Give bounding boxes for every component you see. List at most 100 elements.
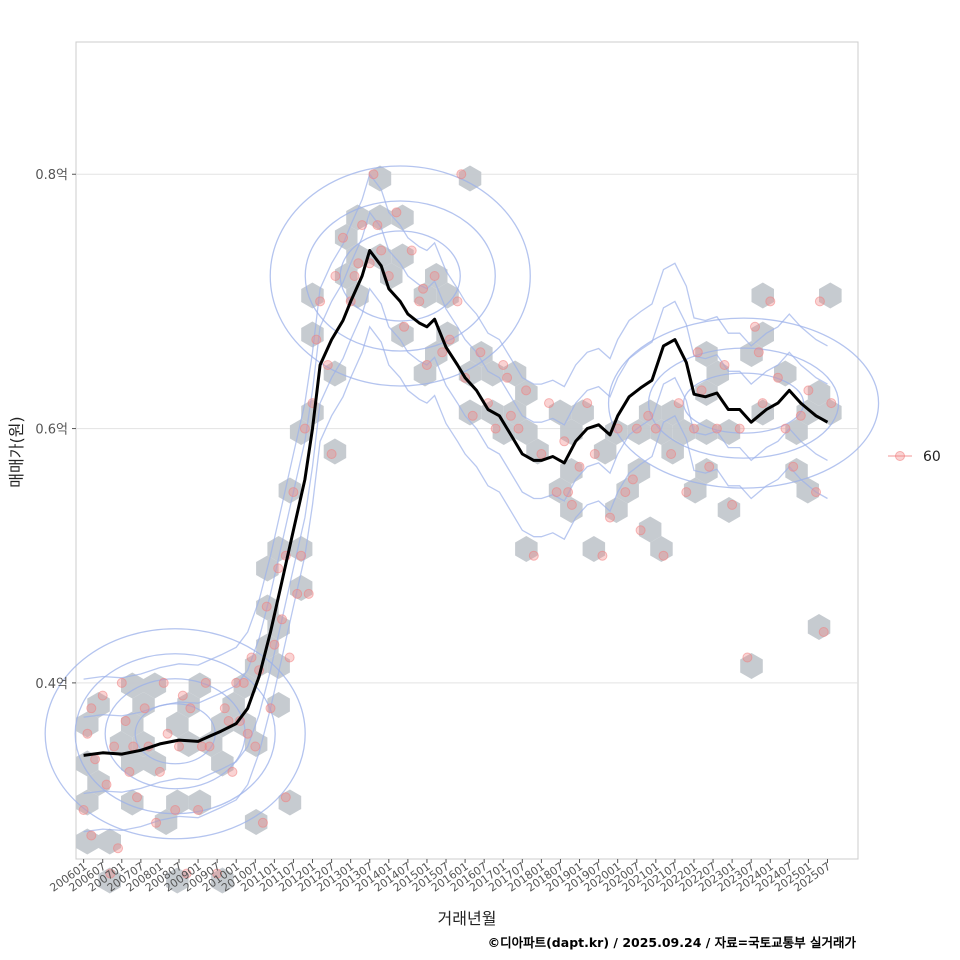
data-point (811, 487, 821, 498)
data-point (666, 449, 677, 459)
hexbin-cell (87, 692, 110, 718)
data-point (311, 334, 322, 345)
hexbin-cell (166, 789, 189, 816)
density-contour-sweep (83, 210, 828, 718)
legend-marker-60 (895, 451, 905, 461)
hexbin-cell (143, 672, 167, 699)
data-point (158, 677, 169, 688)
data-point (551, 487, 562, 498)
data-point (826, 398, 837, 409)
data-point (502, 372, 513, 383)
data-point (544, 398, 554, 409)
data-point (795, 410, 806, 421)
hexbin-cell (76, 789, 99, 816)
scatter-points-layer (78, 169, 837, 879)
data-point (650, 423, 661, 434)
hexbin-cell (661, 438, 684, 465)
data-point (338, 232, 348, 243)
data-point (170, 805, 181, 815)
hexbin-cell (76, 828, 99, 855)
hexbin-cell (807, 614, 831, 640)
data-point (818, 627, 829, 637)
hexbin-cell (605, 497, 628, 523)
data-point (704, 461, 715, 472)
data-point (528, 550, 539, 561)
data-point (368, 169, 379, 180)
data-point (574, 461, 585, 472)
hexbin-cell (278, 789, 302, 816)
caption: ©디아파트(dapt.kr) / 2025.09.24 / 자료=국토교통부 실… (488, 935, 857, 950)
data-point (204, 741, 215, 752)
hexbin-cell (244, 809, 268, 835)
hexbin-cell (785, 419, 808, 445)
data-point (490, 423, 501, 434)
data-point (90, 754, 101, 765)
hexbin-cell (391, 243, 414, 270)
hexbin-cell (650, 536, 673, 562)
data-point (303, 588, 314, 599)
data-point (406, 245, 417, 256)
density-contour-sweep (83, 172, 828, 680)
data-point (357, 220, 368, 231)
hexbin-cell (638, 516, 662, 543)
data-point (219, 703, 230, 714)
hexbin-cell (695, 458, 718, 484)
hexbin-cell (706, 360, 729, 387)
data-point (467, 410, 478, 421)
data-point (349, 271, 360, 281)
data-point (238, 677, 249, 688)
density-contour (269, 165, 531, 387)
data-point (643, 410, 654, 421)
data-point (105, 868, 116, 879)
data-point (563, 487, 574, 498)
hexbin-cell (458, 165, 482, 192)
data-point (261, 601, 272, 612)
data-point (269, 639, 280, 650)
data-point (444, 334, 455, 345)
hexbin-cell (154, 809, 178, 835)
hexbin-cell (368, 165, 392, 192)
hexbin-cell (368, 204, 392, 231)
data-point (280, 792, 291, 803)
hexbin-cell (515, 419, 538, 445)
data-point (597, 550, 608, 561)
data-point (154, 766, 165, 777)
data-point (250, 741, 261, 752)
legend: 60 (888, 449, 941, 465)
data-point (265, 703, 276, 714)
data-point (673, 398, 684, 409)
hexbin-cell (188, 789, 212, 816)
density-contour (74, 653, 276, 815)
data-point (227, 766, 238, 777)
data-point (635, 525, 646, 536)
data-point (246, 652, 257, 663)
data-point (330, 271, 341, 281)
hexbin-cell (695, 341, 718, 367)
y-tick-label: 0.4억 (35, 677, 68, 692)
hexbin-cell (391, 204, 414, 231)
density-contour (104, 678, 246, 790)
hexbin-cell (650, 419, 673, 445)
data-point (719, 360, 730, 370)
hexbin-cell (121, 711, 144, 738)
hexbin-cell (571, 399, 594, 426)
data-point (292, 588, 303, 599)
hexbin-cell (661, 399, 684, 426)
hexbin-cell (470, 341, 493, 367)
density-contour (607, 317, 880, 489)
data-point (128, 741, 139, 752)
data-point (116, 677, 127, 688)
hexbin-cell (807, 380, 831, 406)
hexbin-cell (593, 438, 617, 465)
data-point (658, 550, 669, 561)
data-point (456, 169, 467, 180)
y-tick-label: 0.8억 (35, 168, 68, 183)
data-point (414, 296, 425, 307)
data-point (780, 423, 791, 434)
data-point (734, 423, 745, 434)
density-contour (44, 628, 306, 840)
data-point (376, 245, 387, 256)
hexbin-cell (121, 672, 144, 699)
data-point (521, 385, 532, 396)
